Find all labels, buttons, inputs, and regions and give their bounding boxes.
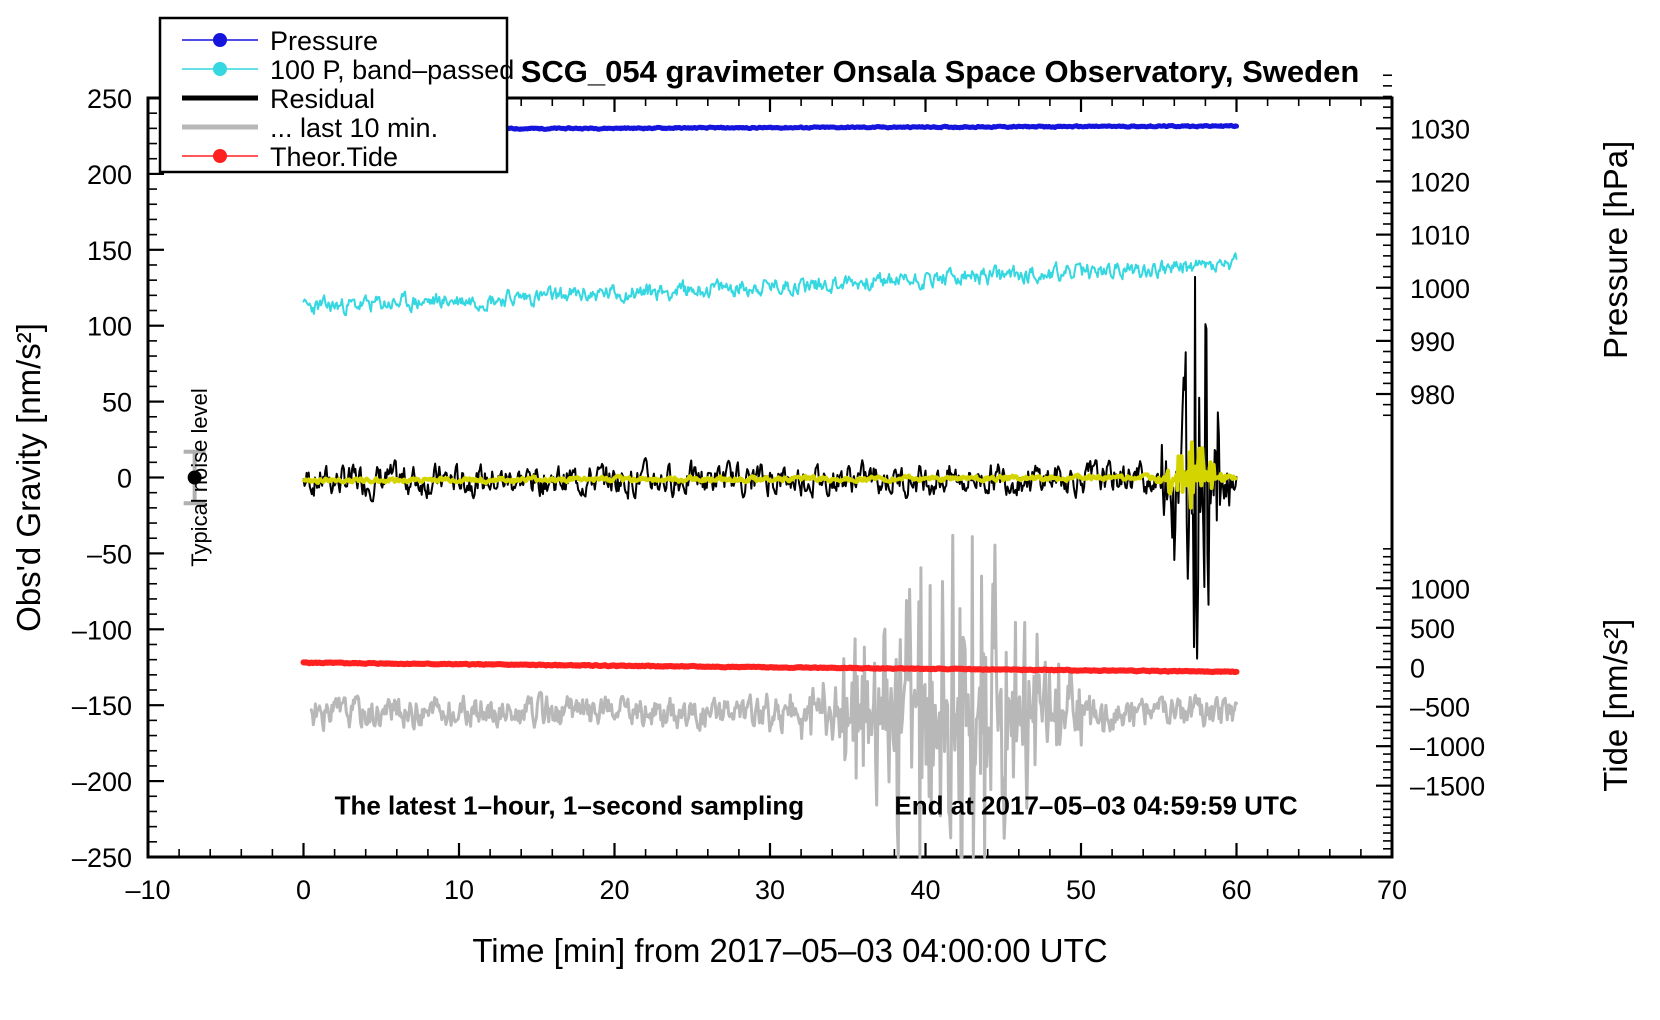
legend-entry-100-p-band-passed[interactable]: 100 P, band–passed <box>182 55 514 85</box>
y-tick-label: –50 <box>87 539 132 569</box>
series-residual <box>302 275 1238 660</box>
x-tick-label: 40 <box>910 875 940 905</box>
trace-line <box>309 533 1238 859</box>
x-tick-label: 60 <box>1221 875 1251 905</box>
pressure-tick-label: 1020 <box>1410 167 1470 197</box>
legend-entry-theor-tide[interactable]: Theor.Tide <box>182 142 398 172</box>
y-tick-label: 200 <box>87 160 132 190</box>
x-tick-label: 50 <box>1066 875 1096 905</box>
trace-line <box>302 252 1238 317</box>
x-tick-label: 70 <box>1377 875 1407 905</box>
legend-label: 100 P, band–passed <box>270 55 514 85</box>
y-tick-label: 250 <box>87 84 132 114</box>
trace-line <box>302 275 1238 660</box>
legend-entry-residual[interactable]: Residual <box>182 84 375 114</box>
noise-level-dot <box>187 470 202 485</box>
x-axis-title: Time [min] from 2017–05–03 04:00:00 UTC <box>472 932 1107 969</box>
legend-label: Residual <box>270 84 375 114</box>
end-time-note: End at 2017–05–03 04:59:59 UTC <box>894 790 1297 820</box>
trace-line <box>300 659 1240 676</box>
legend-label: ... last 10 min. <box>270 113 438 143</box>
y-tick-label: 150 <box>87 236 132 266</box>
legend-label: Theor.Tide <box>270 142 398 172</box>
chart-title: SCG_054 gravimeter Onsala Space Observat… <box>521 54 1360 89</box>
legend-label: Pressure <box>270 26 378 56</box>
legend-swatch-dot <box>213 33 227 47</box>
x-tick-label: –10 <box>125 875 170 905</box>
y-tick-label: –100 <box>72 615 132 645</box>
series-100-p-band-passed <box>302 252 1238 317</box>
y-tick-label: 100 <box>87 312 132 342</box>
series-last-10-min <box>309 533 1238 859</box>
pressure-axis-title: Pressure [hPa] <box>1597 141 1634 359</box>
y-tick-label: –200 <box>72 767 132 797</box>
y-tick-label: –150 <box>72 691 132 721</box>
tide-axis-title: Tide [nm/s²] <box>1597 619 1634 792</box>
series-theor-tide <box>300 659 1240 676</box>
pressure-tick-label: 1030 <box>1410 114 1470 144</box>
pressure-tick-label: 1010 <box>1410 221 1470 251</box>
pressure-tick-label: 1000 <box>1410 274 1470 304</box>
x-tick-label: 0 <box>296 875 311 905</box>
pressure-tick-label: 990 <box>1410 327 1455 357</box>
y-tick-label: 0 <box>117 464 132 494</box>
tide-tick-label: –1000 <box>1410 732 1485 762</box>
sampling-note: The latest 1–hour, 1–second sampling <box>335 790 805 820</box>
tide-tick-label: 1000 <box>1410 574 1470 604</box>
legend-entry-pressure[interactable]: Pressure <box>182 26 378 56</box>
y-tick-label: –250 <box>72 843 132 873</box>
legend-swatch-dot <box>213 62 227 76</box>
legend-swatch-dot <box>213 149 227 163</box>
noise-level-label: Typical noise level <box>187 388 212 567</box>
x-tick-label: 30 <box>755 875 785 905</box>
x-tick-label: 20 <box>599 875 629 905</box>
trace-residual-smoothed <box>301 440 1239 510</box>
pressure-tick-label: 980 <box>1410 380 1455 410</box>
x-tick-label: 10 <box>444 875 474 905</box>
tide-tick-label: –1500 <box>1410 772 1485 802</box>
legend-entry-last-10-min[interactable]: ... last 10 min. <box>182 113 438 143</box>
tide-tick-label: –500 <box>1410 693 1470 723</box>
tide-tick-label: 500 <box>1410 614 1455 644</box>
y-tick-label: 50 <box>102 388 132 418</box>
y-axis-title: Obs'd Gravity [nm/s²] <box>10 323 47 632</box>
tide-tick-label: 0 <box>1410 653 1425 683</box>
